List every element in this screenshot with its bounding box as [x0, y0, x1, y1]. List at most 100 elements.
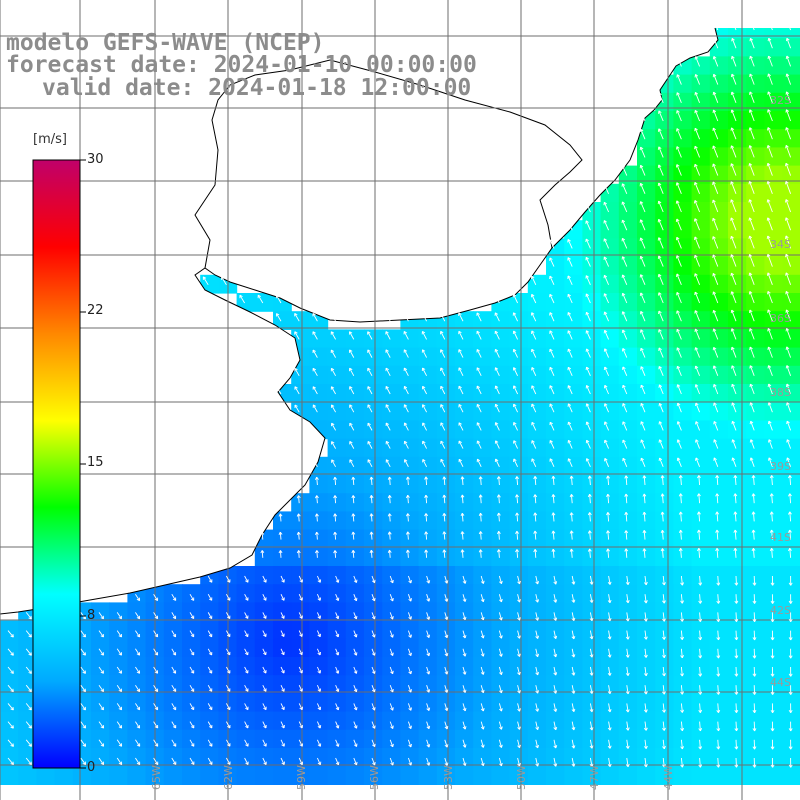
- field-cell: [327, 711, 347, 731]
- field-cell: [600, 293, 620, 312]
- field-cell: [382, 766, 401, 785]
- wind-arrow: [622, 439, 628, 449]
- wind-arrow: [734, 594, 739, 604]
- wind-arrow: [298, 575, 303, 583]
- wind-arrow: [749, 55, 755, 67]
- wind-arrow: [298, 739, 304, 747]
- field-cell: [709, 165, 729, 185]
- wind-arrow: [278, 513, 283, 522]
- field-cell: [764, 584, 784, 603]
- wind-arrow: [698, 703, 703, 713]
- field-cell: [327, 657, 347, 676]
- wind-arrow: [116, 739, 123, 747]
- field-cell: [564, 238, 583, 258]
- field-cell: [109, 602, 128, 622]
- wind-arrow: [625, 685, 630, 695]
- field-cell: [418, 438, 438, 458]
- field-cell: [564, 511, 583, 531]
- field-cell: [527, 748, 547, 767]
- field-cell: [345, 529, 365, 549]
- field-cell: [709, 493, 729, 512]
- wind-arrow: [786, 402, 792, 413]
- field-cell: [527, 293, 547, 312]
- wind-arrow: [314, 531, 319, 540]
- field-cell: [546, 256, 565, 276]
- field-cell: [382, 693, 401, 713]
- wind-arrow: [460, 531, 465, 540]
- field-cell: [709, 602, 729, 622]
- field-cell: [655, 547, 674, 567]
- field-cell: [655, 602, 674, 622]
- field-cell: [618, 165, 638, 185]
- field-cell: [546, 311, 565, 330]
- wind-arrow: [171, 739, 177, 747]
- field-cell: [364, 529, 383, 549]
- latitude-label: 38S: [770, 386, 791, 399]
- wind-arrow: [278, 531, 283, 540]
- field-cell: [637, 675, 656, 694]
- wind-arrow: [421, 404, 427, 413]
- wind-arrow: [676, 310, 682, 322]
- field-cell: [746, 147, 765, 167]
- field-cell: [709, 711, 729, 731]
- wind-arrow: [458, 440, 464, 449]
- field-cell: [709, 766, 729, 785]
- field-cell: [746, 202, 765, 221]
- field-cell: [746, 111, 765, 130]
- field-cell: [345, 711, 365, 731]
- wind-arrow: [712, 272, 719, 285]
- wind-arrow: [553, 739, 558, 749]
- field-cell: [764, 311, 784, 330]
- field-cell: [637, 220, 656, 239]
- wind-arrow: [585, 275, 591, 285]
- wind-arrow: [385, 459, 391, 468]
- field-cell: [564, 566, 583, 585]
- wind-arrow: [662, 575, 666, 586]
- wind-arrow: [517, 594, 521, 603]
- wind-arrow: [675, 164, 682, 176]
- wind-arrow: [135, 612, 141, 620]
- field-cell: [582, 438, 602, 458]
- wind-arrow: [553, 757, 558, 767]
- wind-arrow: [476, 458, 482, 467]
- wind-arrow: [262, 684, 267, 692]
- wind-arrow: [407, 685, 412, 693]
- field-cell: [691, 183, 711, 203]
- field-cell: [728, 438, 747, 458]
- field-cell: [273, 602, 292, 622]
- field-cell: [200, 766, 219, 785]
- wind-arrow: [643, 666, 648, 677]
- field-cell: [418, 584, 438, 603]
- wind-arrow: [498, 575, 503, 585]
- wind-arrow: [713, 421, 719, 431]
- field-cell: [309, 347, 329, 367]
- field-cell: [673, 493, 693, 512]
- wind-arrow: [153, 757, 159, 765]
- field-cell: [491, 529, 511, 549]
- field-cell: [709, 566, 729, 585]
- field-cell: [637, 657, 656, 676]
- wind-arrow: [658, 329, 664, 340]
- field-cell: [309, 693, 329, 713]
- field-cell: [764, 693, 784, 713]
- wind-arrow: [694, 56, 701, 67]
- wind-arrow: [585, 439, 591, 449]
- wind-arrow: [712, 254, 719, 267]
- field-cell: [400, 729, 420, 749]
- wind-arrow: [462, 575, 467, 584]
- wind-arrow: [716, 703, 721, 713]
- field-cell: [564, 384, 583, 403]
- wind-arrow: [202, 276, 209, 286]
- field-cell: [527, 675, 547, 694]
- wind-arrow: [407, 666, 412, 675]
- field-cell: [655, 238, 674, 258]
- field-cell: [709, 329, 729, 349]
- wind-arrow: [662, 721, 666, 731]
- field-cell: [236, 711, 256, 731]
- wind-arrow: [698, 594, 703, 604]
- field-cell: [600, 365, 620, 385]
- field-cell: [782, 547, 800, 567]
- field-cell: [91, 729, 110, 749]
- field-cell: [746, 729, 765, 749]
- field-cell: [673, 147, 693, 167]
